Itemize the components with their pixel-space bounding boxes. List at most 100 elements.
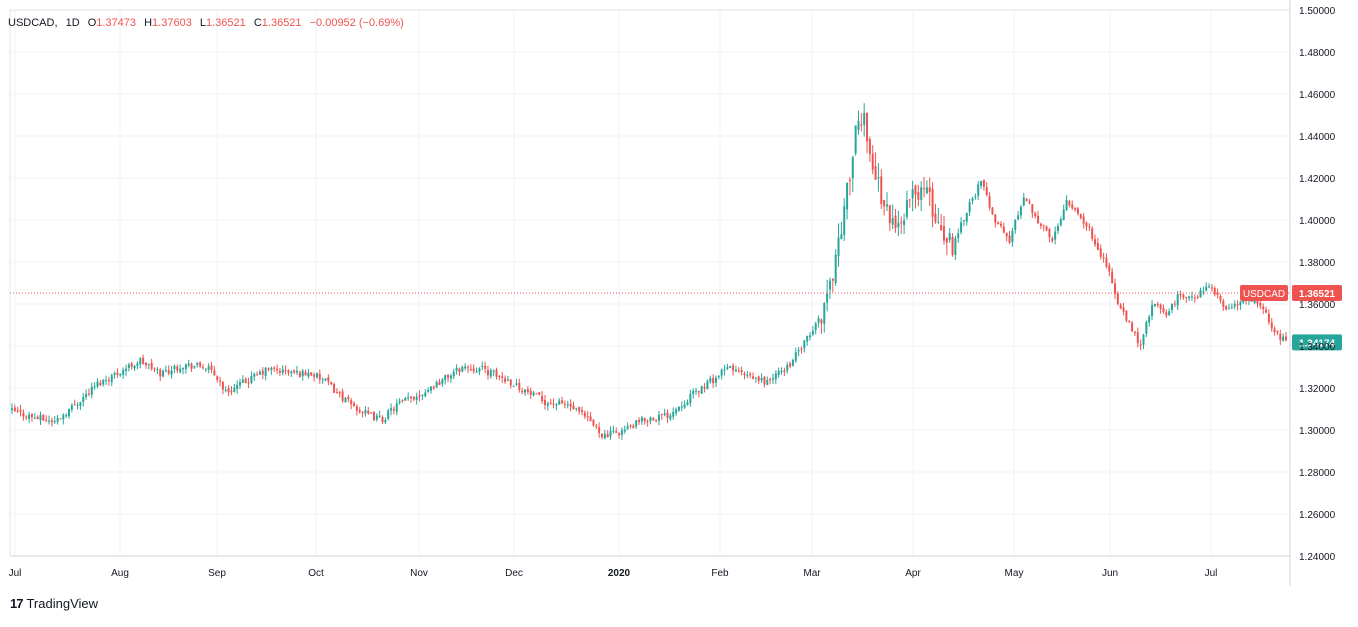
candles: [11, 103, 1287, 440]
candle-body: [737, 370, 740, 372]
candle-body: [968, 201, 971, 213]
legend-interval[interactable]: 1D: [65, 17, 80, 29]
candle-body: [1034, 213, 1037, 217]
candle-body: [826, 293, 829, 303]
candle-body: [378, 415, 381, 417]
candle-body: [387, 410, 390, 419]
candle-body: [791, 359, 794, 366]
candle-body: [370, 412, 373, 414]
tradingview-logo[interactable]: 17 TradingView: [10, 596, 98, 611]
second-price-value: 1.34174: [1299, 338, 1336, 349]
candle-body: [911, 189, 914, 199]
y-tick-label: 1.46000: [1299, 90, 1336, 101]
candle-body: [324, 378, 327, 381]
candle-body: [769, 378, 772, 381]
candle-body: [1153, 303, 1156, 306]
candle-body: [184, 364, 187, 370]
candle-body: [273, 367, 276, 369]
candle-body: [62, 414, 65, 420]
candle-body: [96, 381, 99, 387]
candle-body: [655, 420, 658, 422]
y-tick-label: 1.32000: [1299, 384, 1336, 395]
candle-body: [1094, 239, 1097, 245]
candle-body: [421, 394, 424, 396]
candle-body: [680, 406, 683, 408]
candle-body: [432, 386, 435, 389]
candle-body: [53, 421, 56, 423]
candle-body: [1151, 305, 1154, 317]
candle-body: [1236, 304, 1239, 306]
candle-body: [897, 223, 900, 228]
candle-body: [1062, 209, 1065, 220]
candle-body: [712, 378, 715, 384]
candle-body: [1017, 215, 1020, 220]
candle-body: [1139, 344, 1142, 346]
candle-body: [903, 220, 906, 226]
candle-body: [757, 376, 760, 382]
candle-body: [1145, 322, 1148, 334]
candle-body: [800, 348, 803, 350]
tradingview-logo-text: TradingView: [26, 596, 99, 611]
candle-body: [1031, 204, 1034, 214]
candle-body: [1037, 215, 1040, 224]
candle-body: [293, 370, 296, 373]
candle-body: [1011, 230, 1014, 243]
candle-body: [609, 430, 612, 437]
candle-body: [162, 370, 165, 377]
candle-body: [1233, 304, 1236, 307]
candle-body: [1196, 296, 1199, 298]
candle-body: [127, 364, 130, 368]
candle-body: [310, 372, 313, 376]
y-tick-label: 1.36000: [1299, 300, 1336, 311]
candle-body: [794, 352, 797, 361]
legend-symbol[interactable]: USDCAD: [8, 17, 55, 29]
candle-body: [1088, 226, 1091, 228]
candle-body: [965, 213, 968, 222]
candle-body: [589, 416, 592, 422]
candle-body: [752, 376, 755, 379]
candle-body: [900, 221, 903, 224]
candle-body: [555, 404, 558, 406]
legend-change: −0.00952 (−0.69%): [309, 17, 404, 29]
candle-body: [620, 430, 623, 435]
candle-body: [1165, 312, 1168, 316]
candle-body: [925, 187, 928, 193]
candle-body: [1042, 225, 1045, 227]
y-tick-label: 1.42000: [1299, 174, 1336, 185]
candle-body: [1008, 235, 1011, 243]
candle-body: [529, 390, 532, 395]
candle-body: [771, 378, 774, 380]
candle-body: [1065, 200, 1068, 210]
candle-body: [848, 179, 851, 181]
candle-body: [546, 403, 549, 406]
candle-body: [193, 366, 196, 368]
candle-body: [1131, 322, 1134, 332]
candle-body: [518, 382, 521, 390]
candle-body: [1222, 300, 1225, 307]
candle-body: [427, 390, 430, 392]
candle-body: [948, 233, 951, 241]
candle-body: [942, 226, 945, 241]
candle-body: [857, 120, 860, 130]
candle-body: [367, 410, 370, 414]
candle-body: [1242, 300, 1245, 303]
candle-body: [809, 335, 812, 338]
candle-body: [521, 390, 524, 393]
candle-body: [1108, 265, 1111, 272]
candle-body: [227, 388, 230, 393]
candle-body: [102, 379, 105, 385]
candle-body: [592, 419, 595, 426]
candle-body: [315, 373, 318, 378]
candle-body: [276, 368, 279, 371]
candle-body: [908, 199, 911, 201]
candle-body: [73, 404, 76, 406]
candle-body: [278, 370, 281, 373]
candle-body: [313, 374, 316, 377]
candle-body: [384, 419, 387, 423]
candle-body: [70, 405, 73, 410]
candle-body: [344, 397, 347, 402]
candle-body: [817, 318, 820, 323]
candle-body: [48, 420, 51, 422]
